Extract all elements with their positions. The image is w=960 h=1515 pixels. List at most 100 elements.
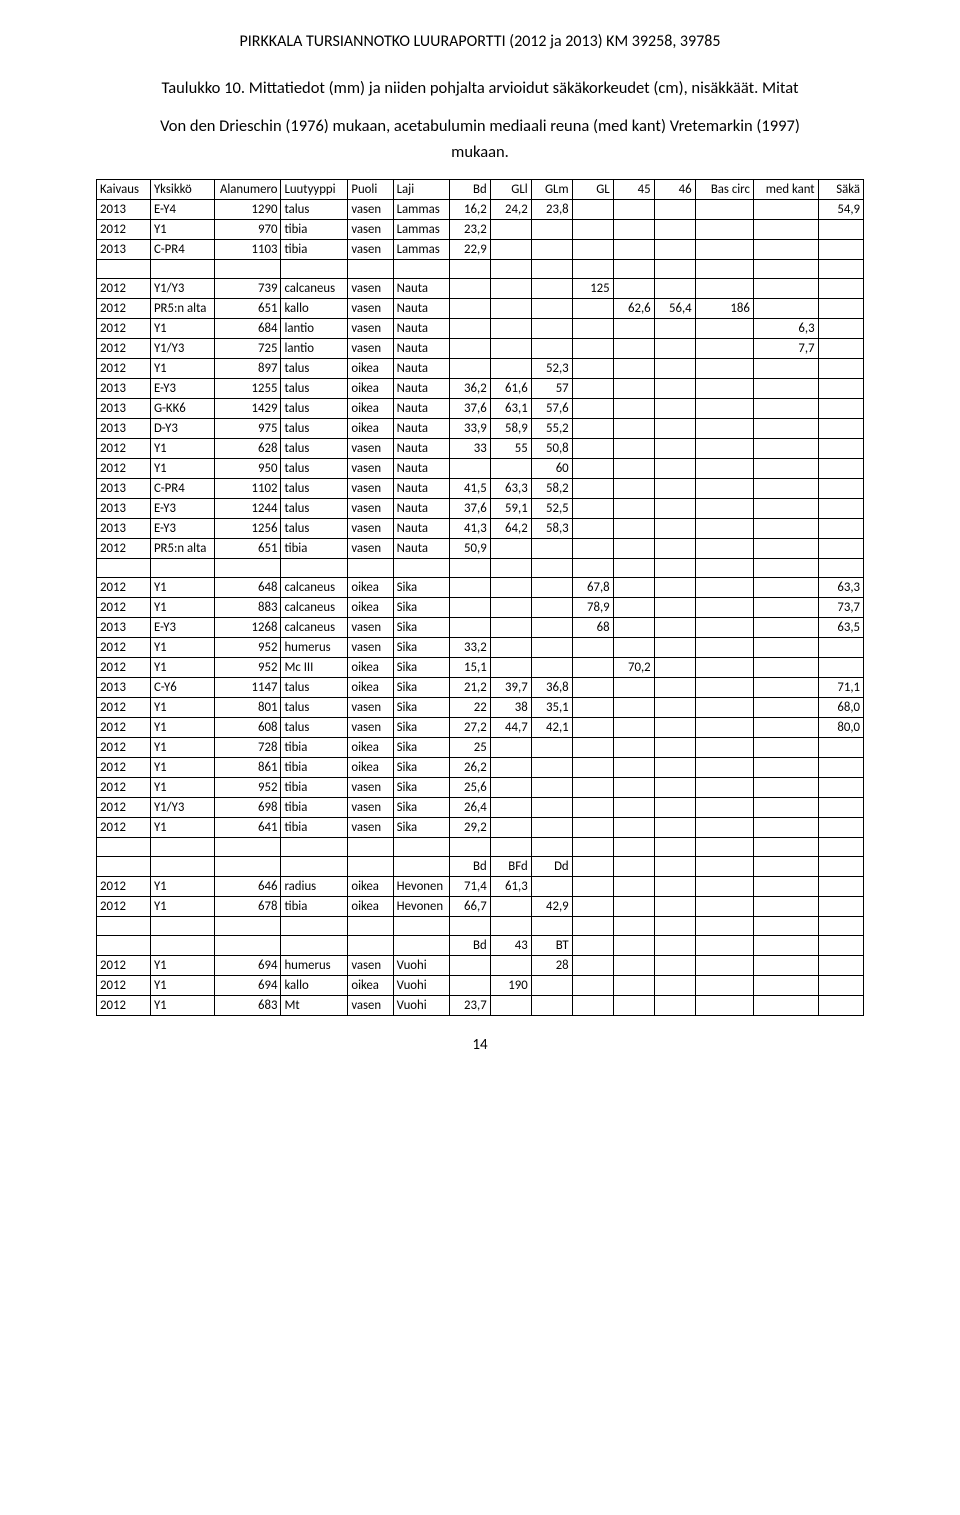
table-cell	[753, 538, 818, 558]
table-cell: tibia	[281, 777, 348, 797]
table-cell: 37,6	[449, 498, 490, 518]
table-cell: 694	[214, 975, 281, 995]
table-cell: vasen	[348, 697, 393, 717]
table-cell	[393, 935, 449, 955]
table-cell	[695, 278, 753, 298]
table-row: 2013G-KK61429talusoikeaNauta37,663,157,6	[97, 398, 864, 418]
table-cell	[449, 259, 490, 278]
table-cell	[695, 597, 753, 617]
column-header: GLl	[490, 179, 531, 199]
table-cell: 725	[214, 338, 281, 358]
table-row: 2012Y1952humerusvasenSika33,2	[97, 637, 864, 657]
table-cell: Nauta	[393, 378, 449, 398]
table-cell	[818, 637, 863, 657]
table-cell: 58,3	[531, 518, 572, 538]
table-cell	[753, 777, 818, 797]
table-cell: Sika	[393, 757, 449, 777]
table-row: 2012Y1952tibiavasenSika25,6	[97, 777, 864, 797]
table-cell: Vuohi	[393, 995, 449, 1015]
table-cell: Y1	[150, 955, 214, 975]
table-cell: Nauta	[393, 278, 449, 298]
table-cell	[531, 558, 572, 577]
table-cell	[531, 995, 572, 1015]
table-cell	[654, 955, 695, 975]
table-cell: vasen	[348, 278, 393, 298]
table-cell	[695, 577, 753, 597]
table-cell	[613, 916, 654, 935]
table-row: 2012PR5:n alta651tibiavasenNauta50,9	[97, 538, 864, 558]
table-cell: 2012	[97, 597, 151, 617]
table-row: 2012Y1694kallooikeaVuohi190	[97, 975, 864, 995]
table-cell	[695, 478, 753, 498]
table-row: Bd43BT	[97, 935, 864, 955]
table-row: 2012Y1641tibiavasenSika29,2	[97, 817, 864, 837]
table-cell: Nauta	[393, 318, 449, 338]
table-cell: vasen	[348, 498, 393, 518]
table-cell: C-Y6	[150, 677, 214, 697]
table-cell: Bd	[449, 935, 490, 955]
table-cell	[531, 298, 572, 318]
table-cell: 43	[490, 935, 531, 955]
table-cell	[654, 418, 695, 438]
table-cell	[214, 935, 281, 955]
table-cell	[490, 637, 531, 657]
table-cell: kallo	[281, 298, 348, 318]
table-cell: 33,9	[449, 418, 490, 438]
table-cell	[97, 259, 151, 278]
table-header-row: KaivausYksikköAlanumeroLuutyyppiPuoliLaj…	[97, 179, 864, 199]
table-cell	[753, 717, 818, 737]
table-cell	[150, 935, 214, 955]
table-cell: talus	[281, 458, 348, 478]
table-cell	[695, 398, 753, 418]
table-cell: 2012	[97, 458, 151, 478]
table-cell: oikea	[348, 577, 393, 597]
table-cell	[654, 837, 695, 856]
table-cell: Sika	[393, 717, 449, 737]
table-cell: Sika	[393, 657, 449, 677]
column-header: Säkä	[818, 179, 863, 199]
table-cell	[654, 318, 695, 338]
table-cell: 61,6	[490, 378, 531, 398]
table-cell: Y1	[150, 975, 214, 995]
table-cell	[490, 797, 531, 817]
table-cell	[281, 916, 348, 935]
table-cell	[613, 498, 654, 518]
table-cell	[281, 935, 348, 955]
table-cell	[572, 975, 613, 995]
column-header: GLm	[531, 179, 572, 199]
table-cell	[654, 777, 695, 797]
table-row: 2012Y1883calcaneusoikeaSika78,973,7	[97, 597, 864, 617]
table-cell: 683	[214, 995, 281, 1015]
table-cell	[753, 358, 818, 378]
table-cell: 55,2	[531, 418, 572, 438]
table-cell: 70,2	[613, 657, 654, 677]
table-cell	[572, 538, 613, 558]
table-cell: 64,2	[490, 518, 531, 538]
table-cell: Y1	[150, 717, 214, 737]
table-cell: Dd	[531, 856, 572, 876]
table-cell	[753, 697, 818, 717]
table-cell: talus	[281, 398, 348, 418]
table-cell	[572, 817, 613, 837]
table-cell: PR5:n alta	[150, 298, 214, 318]
table-cell	[753, 975, 818, 995]
table-cell: talus	[281, 717, 348, 737]
table-cell	[818, 757, 863, 777]
table-cell	[449, 358, 490, 378]
table-cell	[613, 837, 654, 856]
table-cell: 2012	[97, 278, 151, 298]
table-cell	[393, 856, 449, 876]
table-row	[97, 259, 864, 278]
table-cell: 58,9	[490, 418, 531, 438]
table-cell: 41,5	[449, 478, 490, 498]
table-cell: 1244	[214, 498, 281, 518]
table-cell: 60	[531, 458, 572, 478]
table-cell: Y1	[150, 438, 214, 458]
column-header: Kaivaus	[97, 179, 151, 199]
table-cell: C-PR4	[150, 239, 214, 259]
table-cell	[281, 856, 348, 876]
table-cell	[654, 458, 695, 478]
table-cell	[449, 975, 490, 995]
table-cell	[150, 916, 214, 935]
table-cell: vasen	[348, 338, 393, 358]
